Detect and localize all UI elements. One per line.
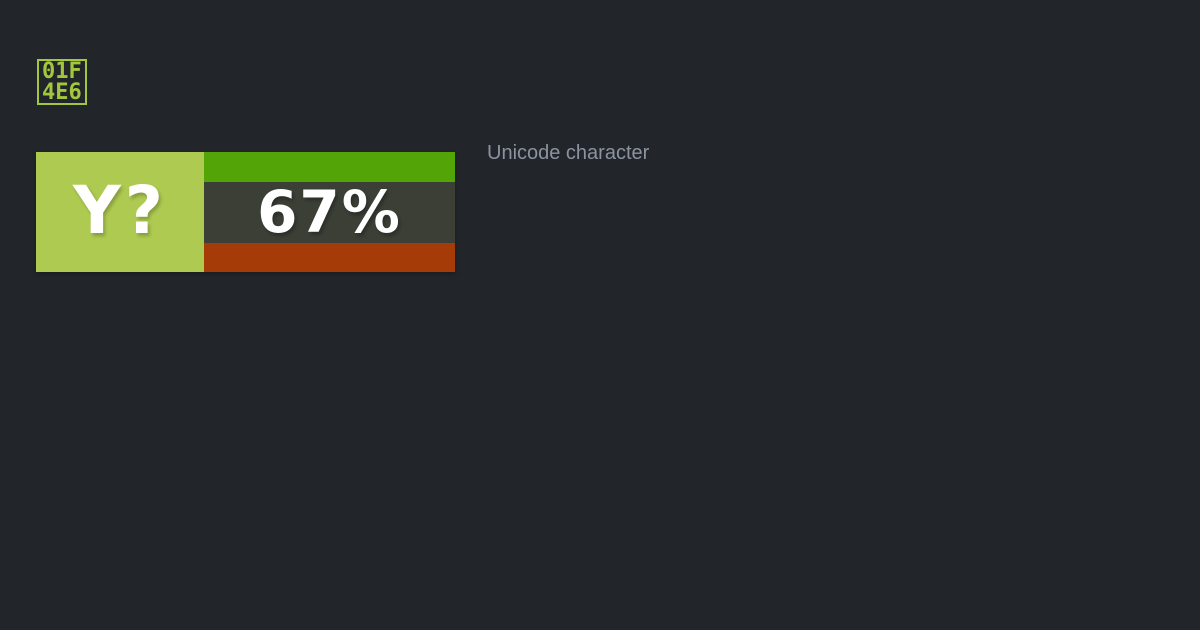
support-stats-panel: 67% [204,152,455,272]
logo-glyph: Y? [72,171,168,249]
support-bar-bottom [204,243,455,272]
support-percent: 67% [204,182,455,243]
unicode-character-label: Unicode character [487,142,650,164]
codepoint-line-1: 01F [42,59,82,84]
support-card: Y? 67% [36,152,455,272]
codepoint-box: 01F 4E6 [37,59,87,105]
support-bar-top [204,152,455,182]
codepoint-line-2: 4E6 [42,80,82,105]
logo-panel: Y? [36,152,204,272]
